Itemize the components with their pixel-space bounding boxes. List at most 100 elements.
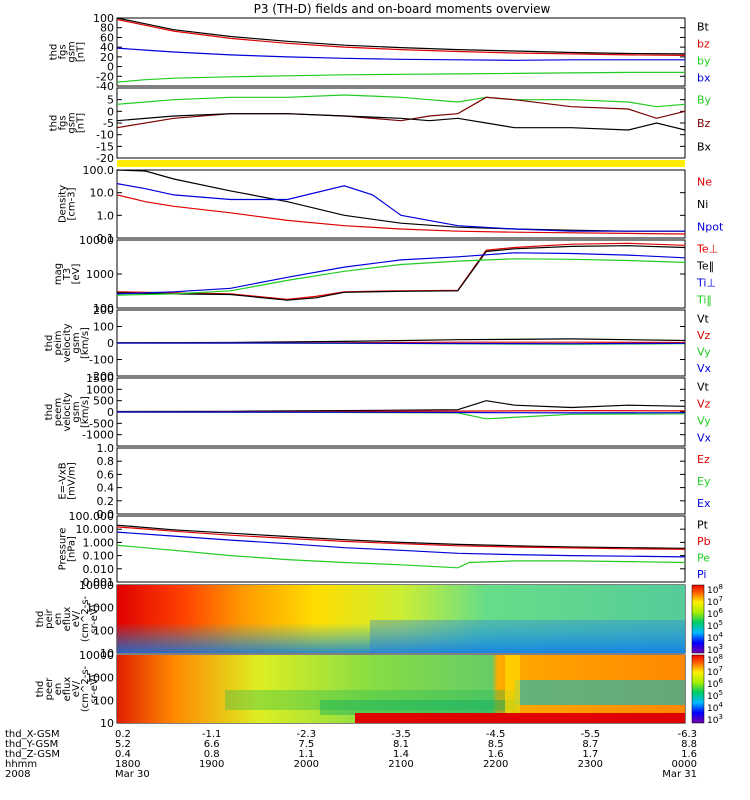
- panel-frame: [116, 17, 686, 87]
- y-tick-label: -1000: [82, 429, 114, 442]
- x-tick-label: -2.3: [297, 729, 317, 740]
- x-row-label: thd_X-GSM: [5, 729, 60, 740]
- panel-peim-velocity: 2001000-100-200thdpeimvelocitygsm[km/s]V…: [44, 304, 712, 383]
- y-tick-label: 1000: [86, 602, 114, 615]
- x-tick-label: 8.8: [681, 739, 697, 750]
- legend-By: By: [697, 94, 712, 107]
- y-tick-label: 0: [107, 61, 114, 74]
- y-tick-label: -100: [89, 354, 114, 367]
- y-axis-label: [nT]: [76, 42, 87, 62]
- legend-Bz: Bz: [697, 117, 711, 130]
- y-axis-label: sr-eV): [89, 604, 100, 633]
- legend-Ez: Ez: [697, 453, 710, 466]
- x-tick-label: 1900: [199, 759, 224, 770]
- y-axis-label: [nT]: [76, 113, 87, 133]
- x-tick-label: 5.2: [115, 739, 131, 750]
- y-axis-label: thd: [49, 115, 60, 132]
- y-tick-label: 0.4: [97, 482, 115, 495]
- y-axis-label: [eV]: [71, 264, 82, 285]
- y-axis-label: velocity: [62, 323, 73, 362]
- x-tick-label: Mar 30: [115, 769, 150, 780]
- series-line-Vt: [116, 400, 686, 413]
- y-axis-label: gsm: [71, 332, 82, 353]
- panel-frame: [116, 239, 686, 309]
- legend-Pb: Pb: [697, 535, 711, 548]
- figure-title: P3 (TH-D) fields and on-board moments ov…: [254, 2, 551, 16]
- legend-Bt: Bt: [697, 21, 710, 34]
- y-axis-label: E=-VxB: [58, 462, 69, 499]
- x-tick-label: 8.1: [393, 739, 409, 750]
- legend-bx: bx: [697, 72, 711, 85]
- y-tick-label: 1000: [86, 672, 114, 685]
- series-line-by: [116, 71, 685, 83]
- status-bar: [117, 160, 685, 167]
- colorbar-ion: [691, 584, 705, 654]
- y-tick-label: 80: [100, 22, 114, 35]
- series-line-bz: [116, 18, 686, 56]
- series-line-Npot: [116, 183, 685, 232]
- y-tick-label: -200: [89, 370, 114, 383]
- x-tick-label: 6.6: [204, 739, 220, 750]
- y-axis-label: gsm: [67, 112, 78, 133]
- y-tick-label: 1.0: [97, 209, 115, 222]
- x-tick-label: 1.6: [681, 749, 697, 760]
- y-tick-label: 1.000: [83, 536, 115, 549]
- legend-Pe: Pe: [697, 551, 710, 564]
- x-tick-label: 1800: [115, 759, 140, 770]
- y-tick-label: 0.001: [83, 576, 115, 589]
- colorbar-tick-label: 103: [707, 713, 723, 726]
- x-tick-label: 2200: [483, 759, 508, 770]
- y-tick-label: 10.0: [90, 187, 115, 200]
- legend-Vy: Vy: [697, 415, 711, 428]
- y-axis-label: Density: [58, 185, 69, 223]
- y-tick-label: -20: [96, 70, 114, 83]
- y-tick-label: 5: [107, 94, 114, 107]
- y-axis-label: fgs: [58, 44, 69, 59]
- y-axis-label: en: [53, 683, 64, 696]
- y-tick-label: 1000: [86, 383, 114, 396]
- panels: 100806040200-20-40thdfgsgsm[nT]Btbzbybx5…: [35, 12, 724, 730]
- x-tick-label: 8.5: [488, 739, 504, 750]
- panel-density: 100.0 10.0 1.0 0.1 Density[cm-3] Ne Ni Npot: [58, 164, 724, 245]
- x-tick-label: 8.7: [582, 739, 598, 750]
- y-axis-label: peim: [53, 330, 64, 355]
- y-axis-label: velocity: [62, 392, 73, 431]
- y-axis-label: thd: [44, 335, 55, 352]
- y-axis-label: [cm-3]: [67, 187, 78, 220]
- panel-frame: [116, 169, 686, 239]
- legend-Te‖: Te‖: [696, 260, 714, 273]
- y-tick-label: 100: [93, 12, 114, 25]
- legend-Vt: Vt: [697, 381, 710, 394]
- panel-frame: [116, 515, 686, 583]
- x-tick-label: 2300: [578, 759, 603, 770]
- y-axis-label: [mV/m]: [67, 462, 78, 500]
- y-tick-label: 0.1: [97, 232, 115, 245]
- legend-Ti⊥: Ti⊥: [696, 277, 716, 290]
- series-line-Bx: [116, 113, 686, 131]
- y-axis-label: sr-eV): [89, 674, 100, 703]
- x-tick-label: -1.1: [202, 729, 222, 740]
- y-axis-label: (cm^2-s-: [80, 665, 91, 712]
- y-axis-label: (cm^2-s-: [80, 595, 91, 642]
- x-row-label: 2008: [5, 769, 30, 780]
- y-tick-label: 0.010: [83, 563, 115, 576]
- y-axis-label: gsm: [71, 401, 82, 422]
- series-line-Ni: [116, 169, 685, 232]
- y-tick-label: 1.0: [97, 442, 115, 455]
- x-tick-label: 0.2: [115, 729, 131, 740]
- y-tick-label: -15: [96, 140, 114, 153]
- x-tick-label: -6.3: [677, 729, 697, 740]
- y-axis-label: gsm: [67, 41, 78, 62]
- panel-peer-en-eflux: 10000 1000 100 10 thdpeerenefluxeV/(cm^2-s-s…: [35, 649, 686, 730]
- y-tick-label: 1000: [86, 268, 114, 281]
- x-tick-label: 0.4: [115, 749, 131, 760]
- x-row-label: hhmm: [5, 759, 37, 770]
- legend-Vz: Vz: [697, 398, 711, 411]
- y-tick-label: 100: [93, 321, 114, 334]
- x-tick-label: 1.7: [582, 749, 598, 760]
- y-axis-label: eV/: [71, 680, 82, 697]
- x-tick-label: 7.5: [298, 739, 314, 750]
